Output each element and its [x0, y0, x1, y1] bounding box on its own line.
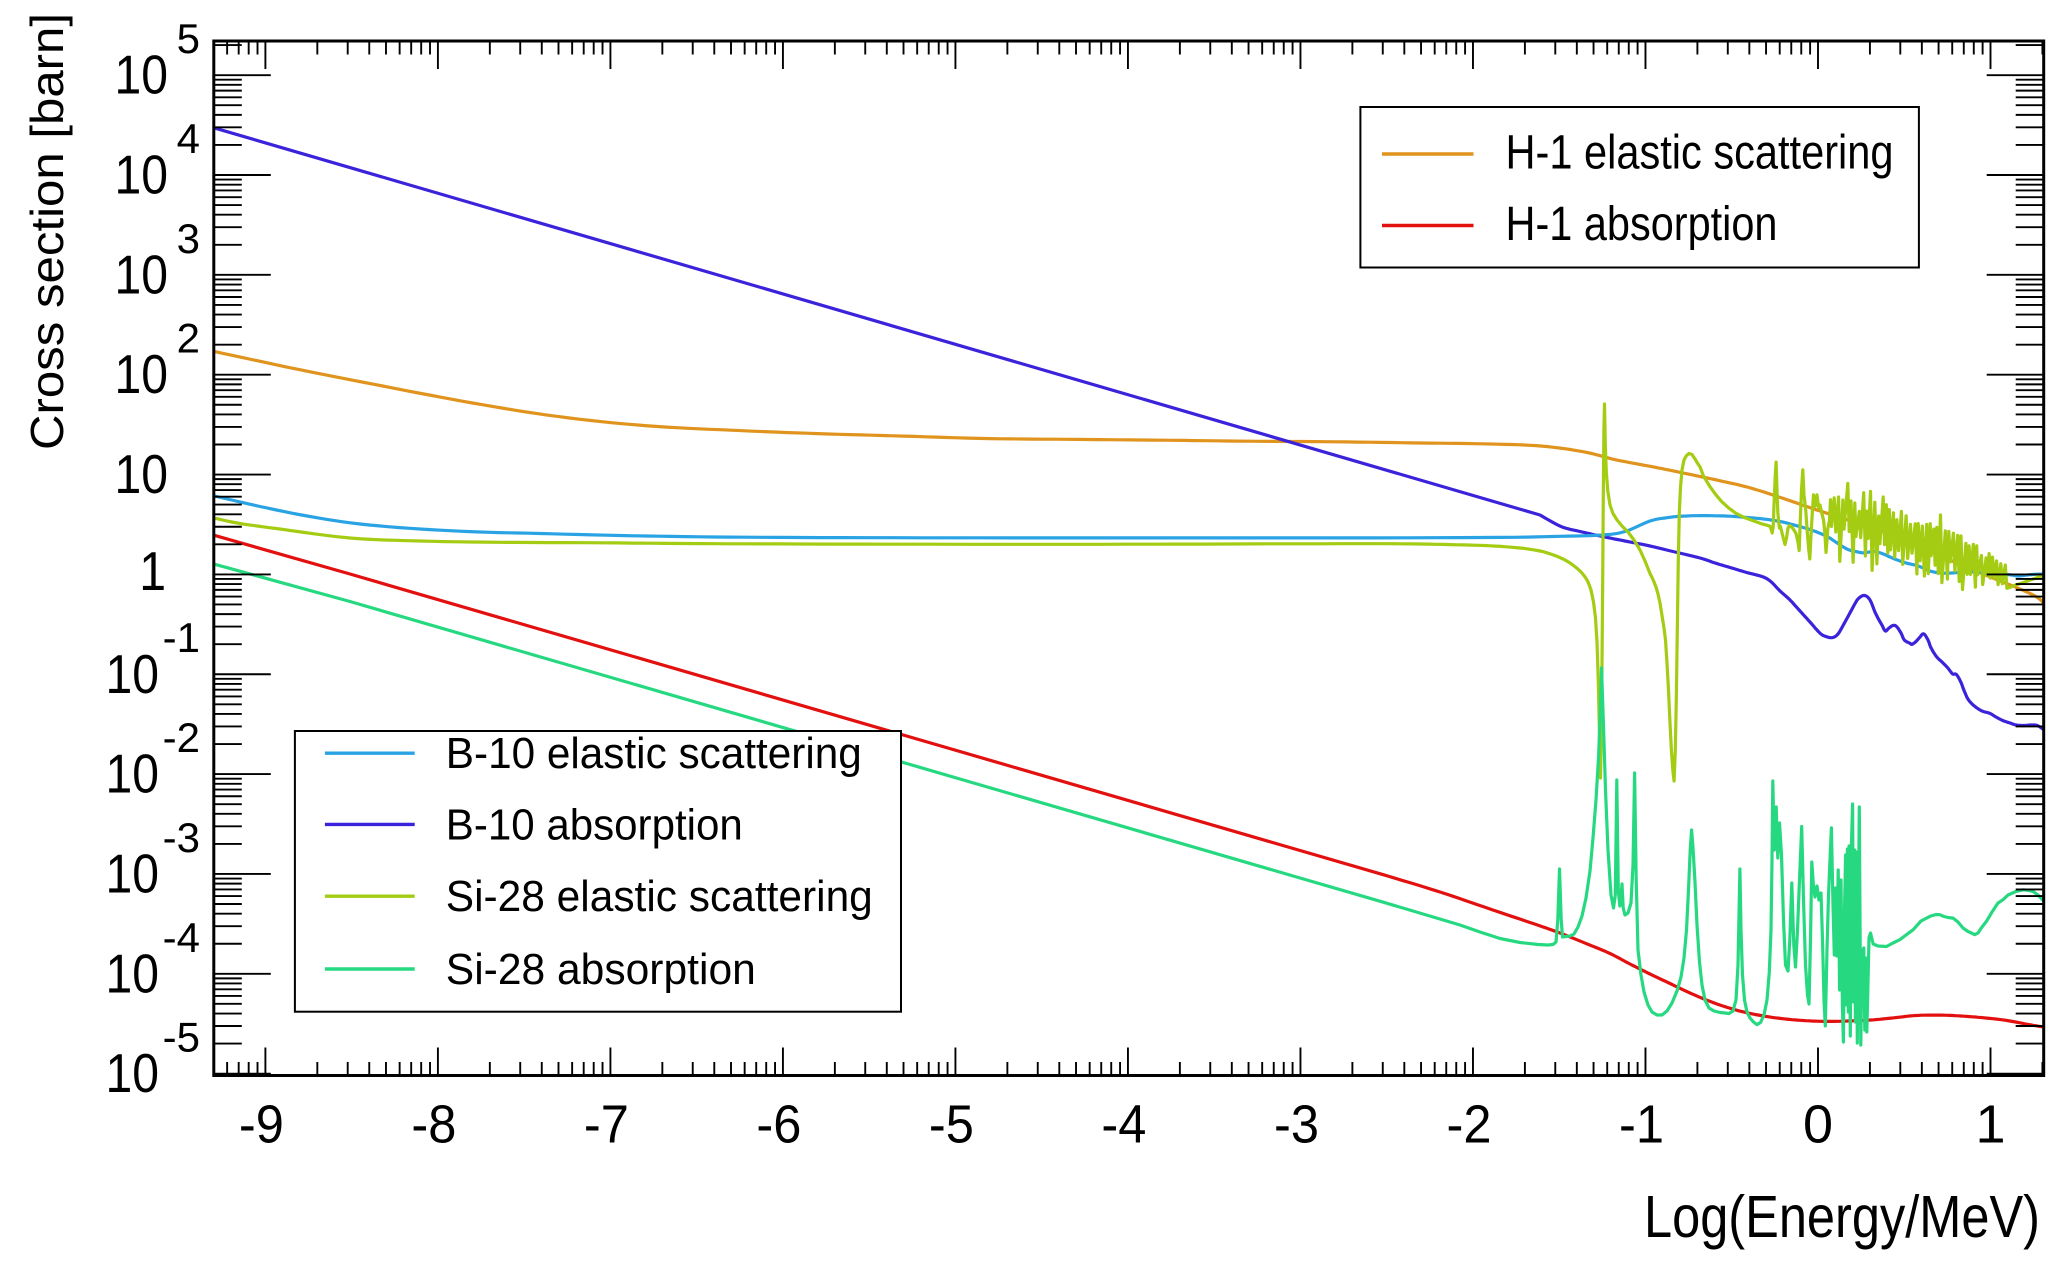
- svg-text:H-1 absorption: H-1 absorption: [1506, 198, 1778, 251]
- svg-text:10: 10: [106, 743, 160, 805]
- svg-text:10: 10: [106, 1042, 160, 1104]
- svg-text:-2: -2: [1447, 1095, 1492, 1155]
- svg-text:4: 4: [177, 115, 200, 162]
- svg-text:-9: -9: [239, 1095, 284, 1155]
- svg-text:-1: -1: [163, 614, 200, 661]
- svg-text:B-10 elastic scattering: B-10 elastic scattering: [446, 729, 862, 778]
- svg-text:-1: -1: [1619, 1095, 1664, 1155]
- svg-text:10: 10: [115, 44, 169, 106]
- svg-text:-8: -8: [411, 1095, 456, 1155]
- svg-text:-6: -6: [756, 1095, 801, 1155]
- svg-text:-4: -4: [1101, 1095, 1146, 1155]
- svg-text:H-1 elastic scattering: H-1 elastic scattering: [1506, 127, 1894, 180]
- svg-text:3: 3: [177, 215, 200, 262]
- svg-text:10: 10: [106, 842, 160, 904]
- svg-text:10: 10: [115, 243, 169, 305]
- svg-text:10: 10: [115, 144, 169, 206]
- svg-text:1: 1: [139, 540, 166, 602]
- svg-text:Cross section [barn]: Cross section [barn]: [21, 13, 73, 450]
- svg-text:0: 0: [1803, 1095, 1833, 1155]
- svg-text:Si-28 absorption: Si-28 absorption: [446, 945, 756, 994]
- svg-text:Si-28 elastic scattering: Si-28 elastic scattering: [446, 872, 873, 921]
- svg-text:10: 10: [106, 643, 160, 705]
- svg-text:2: 2: [177, 315, 200, 362]
- svg-text:B-10 absorption: B-10 absorption: [446, 800, 743, 849]
- svg-text:-7: -7: [584, 1095, 629, 1155]
- svg-text:-4: -4: [163, 914, 200, 961]
- svg-text:10: 10: [115, 443, 169, 505]
- svg-text:1: 1: [1975, 1095, 2005, 1155]
- svg-text:5: 5: [177, 15, 200, 62]
- svg-text:-3: -3: [1274, 1095, 1319, 1155]
- svg-text:-3: -3: [163, 814, 200, 861]
- svg-text:Log(Energy/MeV): Log(Energy/MeV): [1644, 1184, 2040, 1250]
- svg-text:-5: -5: [163, 1014, 200, 1061]
- svg-text:10: 10: [106, 942, 160, 1004]
- svg-text:10: 10: [115, 343, 169, 405]
- svg-text:-2: -2: [163, 714, 200, 761]
- svg-text:-5: -5: [929, 1095, 974, 1155]
